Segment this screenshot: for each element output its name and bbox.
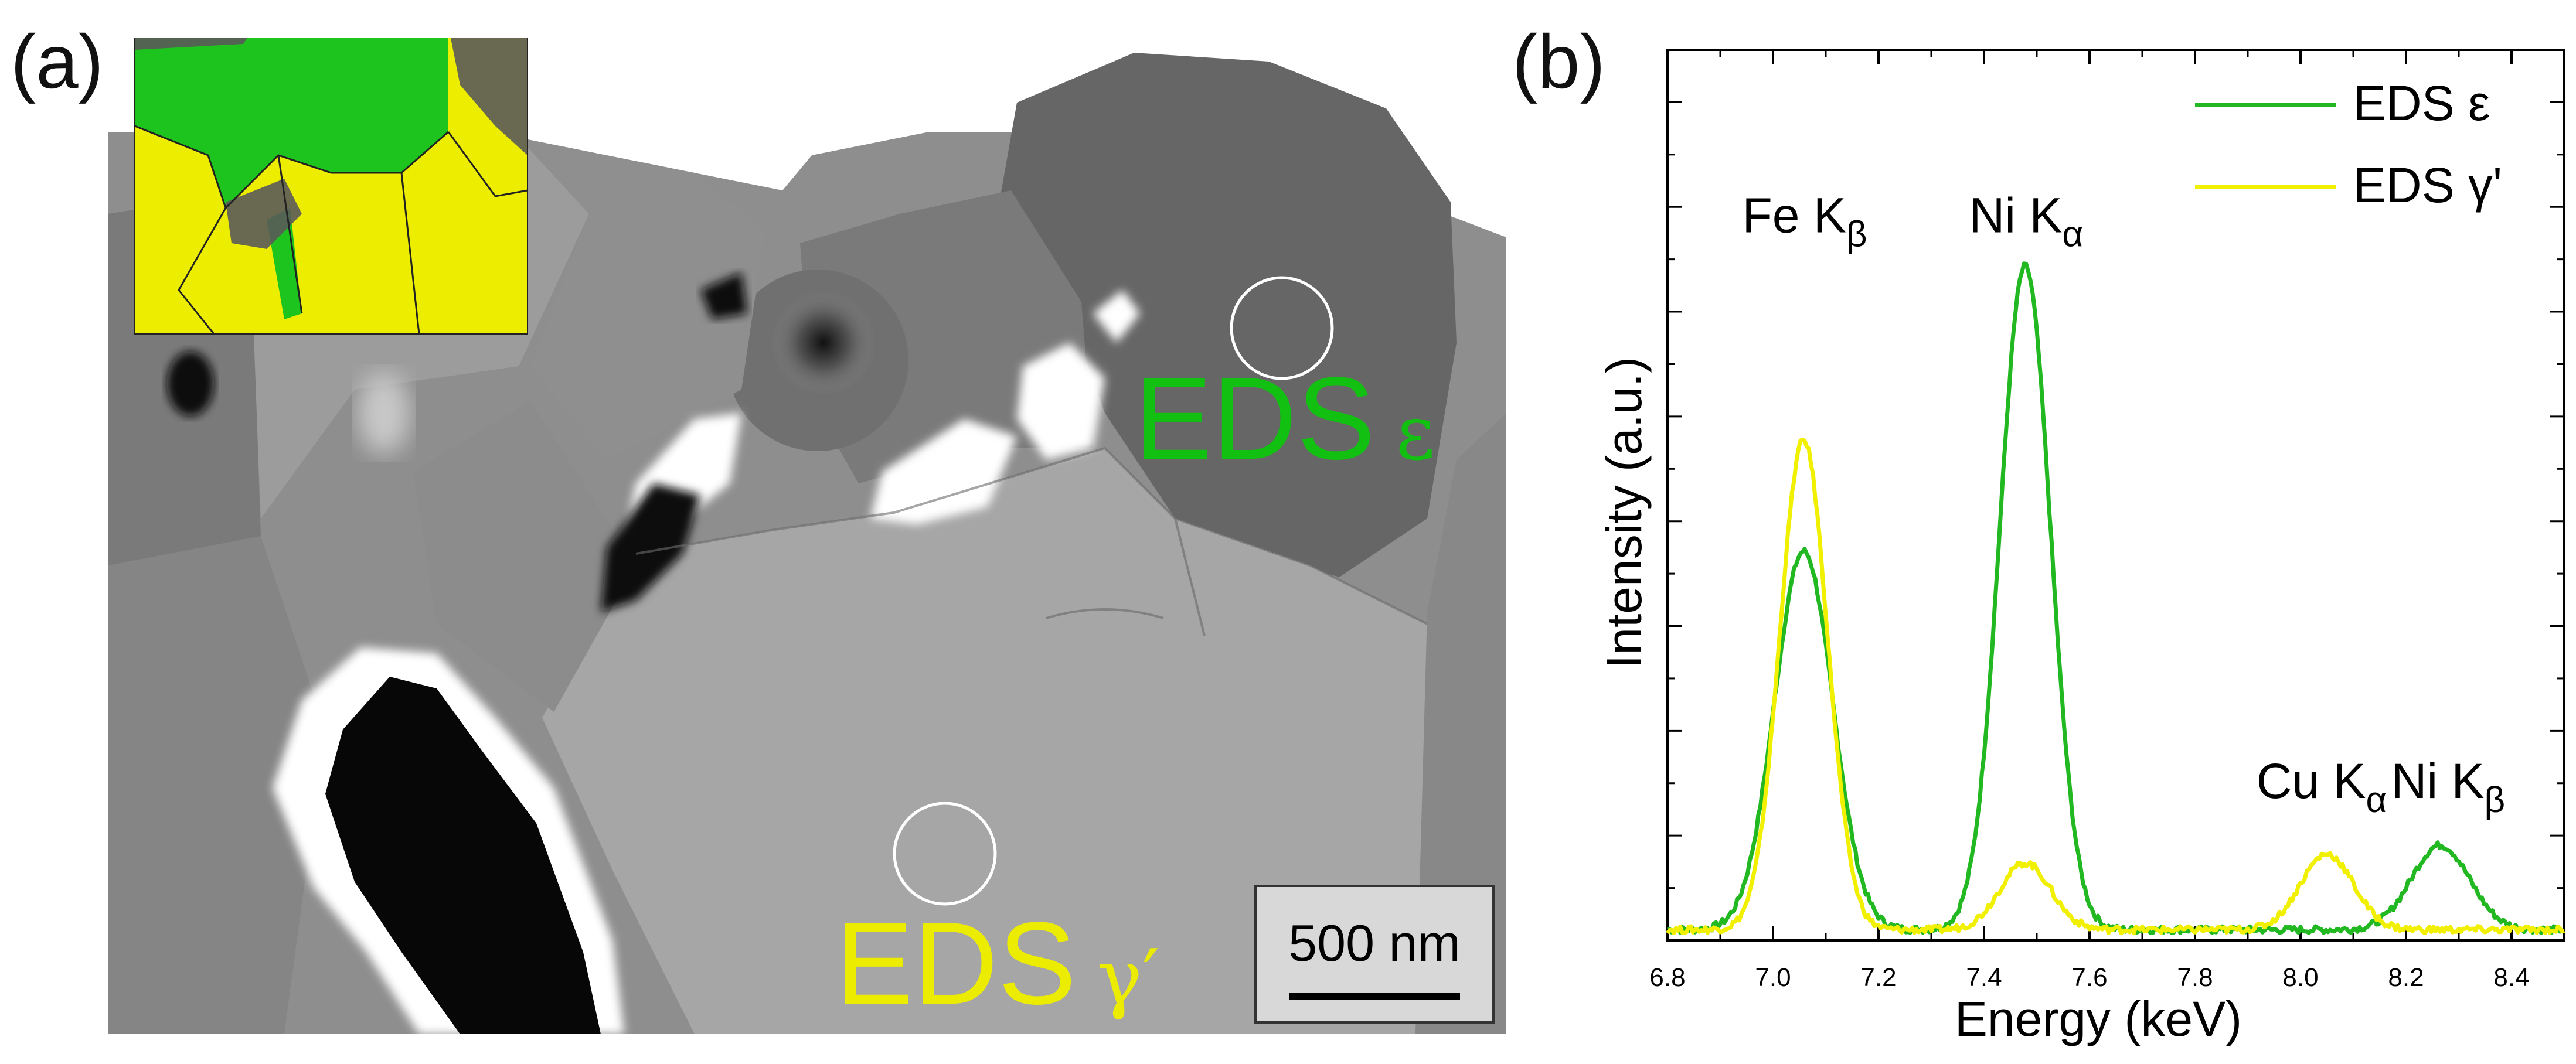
x-tick-label: 7.8 bbox=[2177, 963, 2213, 992]
x-tick-label: 7.4 bbox=[1966, 963, 2002, 992]
peak-label-main: Cu K bbox=[2257, 753, 2366, 809]
peak-label-main: Ni K bbox=[1969, 188, 2063, 243]
peak-label: Fe Kβ bbox=[1742, 188, 1867, 255]
scale-bar-line bbox=[1289, 993, 1460, 1000]
scale-bar-label: 500 nm bbox=[1288, 914, 1461, 972]
x-tick-label: 8.4 bbox=[2493, 963, 2529, 992]
peak-label: Ni Kβ bbox=[2391, 753, 2505, 820]
peak-label-subscript: α bbox=[2062, 214, 2083, 255]
legend-label: EDS γ' bbox=[2353, 158, 2502, 213]
panel-a-label: (a) bbox=[11, 19, 104, 104]
annotation-eds-gamma: EDS γ′ bbox=[835, 905, 1159, 1022]
x-tick-label: 8.0 bbox=[2282, 963, 2318, 992]
scale-bar: 500 nm bbox=[1254, 885, 1495, 1024]
x-tick-label: 6.8 bbox=[1649, 963, 1685, 992]
y-axis-label: Intensity (a.u.) bbox=[1597, 357, 1652, 669]
x-tick-label: 7.0 bbox=[1755, 963, 1791, 992]
annotation-gamma-symbol: γ′ bbox=[1097, 933, 1160, 1022]
spectrum-line-epsilon bbox=[1667, 261, 2565, 935]
peak-label-subscript: β bbox=[1846, 214, 1867, 255]
peak-label-subscript: β bbox=[2485, 780, 2506, 820]
tem-micrograph bbox=[108, 38, 1506, 1034]
annotation-eds-gamma-prefix: EDS bbox=[835, 898, 1077, 1029]
annotation-eds-epsilon: EDS ε bbox=[1134, 360, 1435, 478]
annotation-epsilon-symbol: ε bbox=[1396, 388, 1435, 477]
annotation-eds-epsilon-prefix: EDS bbox=[1134, 353, 1376, 484]
peak-label: Ni Kα bbox=[1969, 188, 2084, 255]
x-tick-label: 7.6 bbox=[2071, 963, 2107, 992]
peak-label-main: Ni K bbox=[2391, 753, 2485, 809]
x-tick-label: 8.2 bbox=[2388, 963, 2424, 992]
peak-label-main: Fe K bbox=[1742, 188, 1846, 243]
peak-label: Cu Kα bbox=[2257, 753, 2387, 820]
plot-frame bbox=[1666, 49, 2565, 942]
spectrum-line-gamma bbox=[1666, 437, 2565, 936]
peak-label-subscript: α bbox=[2366, 780, 2387, 820]
x-axis-label: Energy (keV) bbox=[1955, 991, 2242, 1046]
legend-label: EDS ε bbox=[2353, 76, 2490, 131]
x-tick-label: 7.2 bbox=[1860, 963, 1896, 992]
panel-b-label: (b) bbox=[1512, 19, 1605, 104]
